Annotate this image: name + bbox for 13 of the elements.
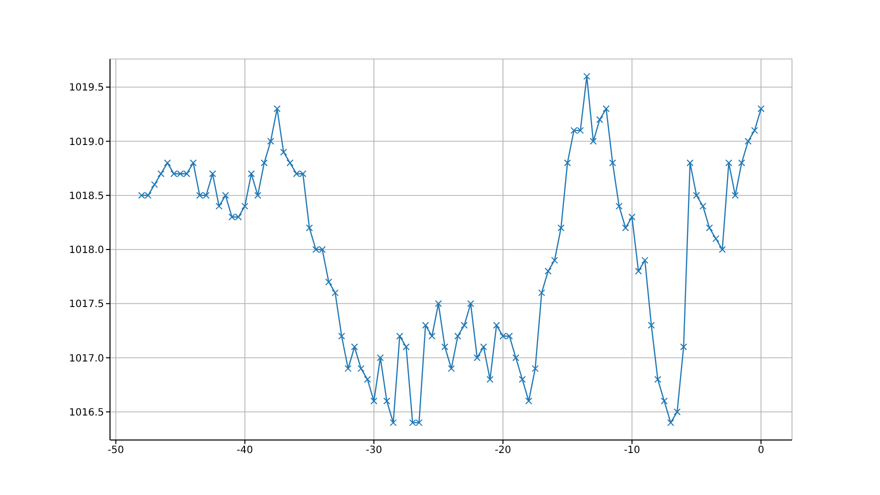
x-tick-label: -10 — [624, 445, 640, 456]
y-tick-label: 1018.0 — [69, 245, 104, 256]
y-tick-label: 1017.0 — [69, 353, 104, 364]
x-tick-label: -40 — [236, 445, 254, 456]
x-tick-label: -30 — [366, 445, 382, 456]
x-tick-label: 0 — [758, 445, 764, 456]
y-tick-label: 1017.5 — [69, 299, 104, 310]
x-tick-label: -50 — [108, 445, 124, 456]
y-tick-label: 1018.5 — [69, 190, 104, 202]
y-tick-label: 1019.5 — [69, 82, 104, 94]
x-tick-label: -20 — [494, 445, 512, 456]
y-tick-label: 1019.0 — [69, 136, 104, 148]
y-tick-label: 1016.5 — [69, 407, 104, 418]
